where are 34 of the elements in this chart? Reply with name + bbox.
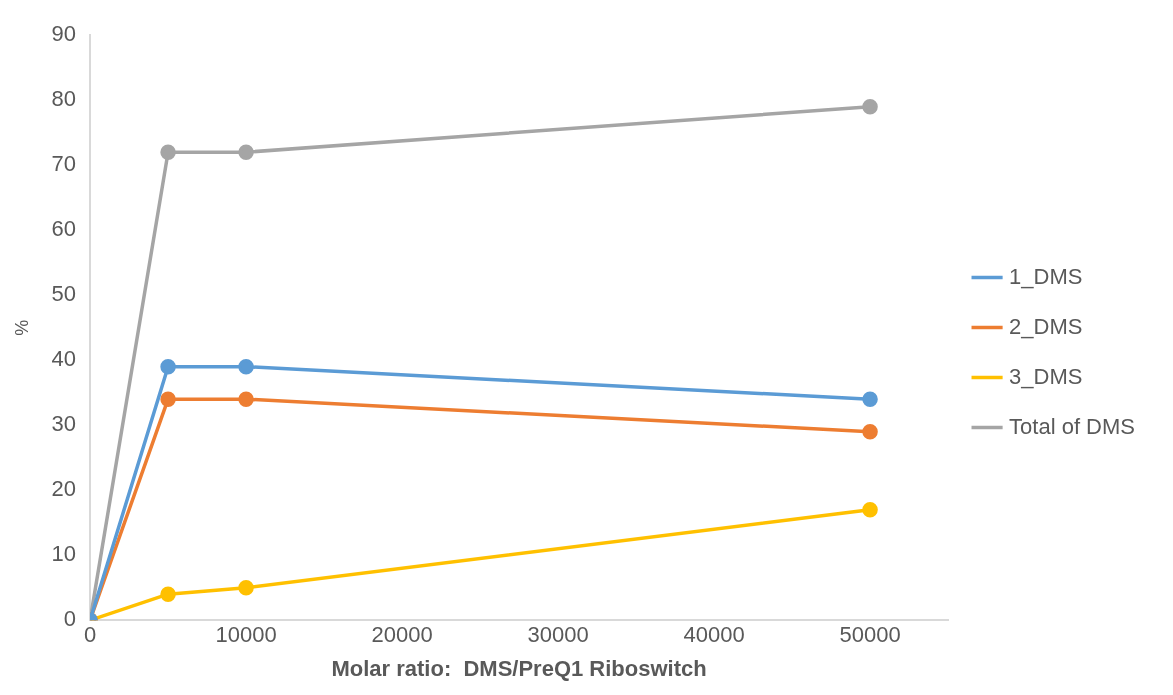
x-tick-label: 50000 bbox=[839, 622, 901, 648]
y-tick-label: 0 bbox=[63, 606, 77, 632]
y-tick-label: 90 bbox=[51, 21, 77, 47]
legend-label: 3_DMS bbox=[1009, 363, 1083, 389]
x-tick-label: 10000 bbox=[215, 622, 277, 648]
point bbox=[238, 391, 254, 407]
y-tick-label: 50 bbox=[51, 281, 77, 307]
y-axis-title: % bbox=[11, 319, 32, 336]
x-tick-label: 40000 bbox=[683, 622, 745, 648]
point bbox=[238, 144, 254, 160]
point bbox=[862, 501, 878, 518]
legend-label: 2_DMS bbox=[1009, 313, 1083, 339]
point bbox=[862, 98, 878, 115]
y-tick-label: 80 bbox=[51, 86, 77, 112]
y-tick-label: 70 bbox=[51, 151, 77, 177]
y-tick-label: 30 bbox=[51, 411, 77, 437]
x-tick-label: 0 bbox=[83, 622, 97, 648]
legend-label: Total of DMS bbox=[1009, 413, 1136, 439]
x-tick-label: 20000 bbox=[371, 622, 433, 648]
y-tick-label: 60 bbox=[51, 216, 77, 242]
point bbox=[862, 423, 878, 440]
point bbox=[160, 144, 176, 160]
point bbox=[862, 391, 878, 407]
y-tick-label: 20 bbox=[51, 476, 77, 502]
point bbox=[238, 579, 254, 596]
y-tick-label: 40 bbox=[51, 346, 77, 372]
x-tick-label: 30000 bbox=[527, 622, 589, 648]
point bbox=[160, 358, 176, 375]
y-tick-label: 10 bbox=[51, 541, 77, 567]
point bbox=[160, 391, 176, 407]
point bbox=[238, 358, 254, 375]
x-axis-title: Molar ratio: DMS/PreQ1 Riboswitch bbox=[331, 655, 707, 681]
legend-label: 1_DMS bbox=[1009, 263, 1083, 289]
point bbox=[160, 586, 176, 602]
